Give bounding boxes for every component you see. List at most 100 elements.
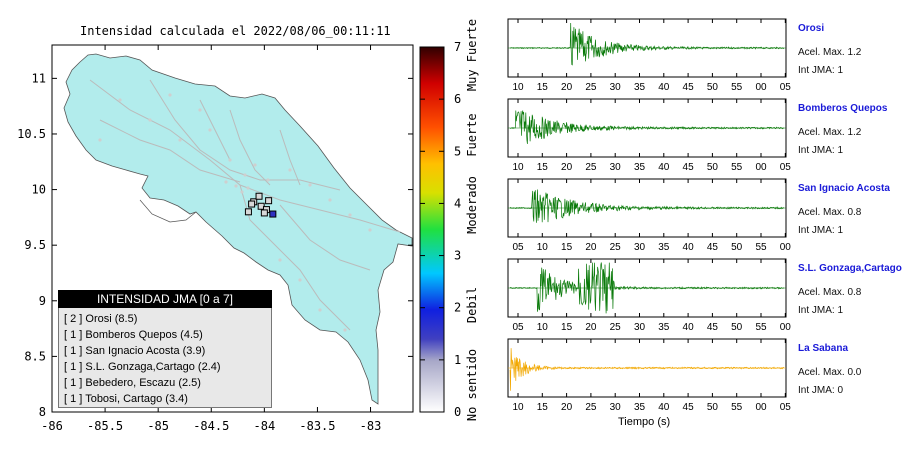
legend-title: INTENSIDAD JMA [0 a 7] [58, 290, 272, 308]
map-y-axis: 8 8.5 9 9.5 10 10.5 11 [17, 71, 413, 419]
waveform-tick-label: 20 [585, 322, 597, 333]
map-y-tick-label: 11 [32, 71, 46, 85]
waveform-tick-label: 05 [780, 162, 792, 173]
legend-item: [ 1 ] Bomberos Quepos (4.5) [64, 329, 203, 341]
colorbar-tick-label: 3 [454, 249, 461, 263]
map-x-tick-label: -86 [41, 419, 63, 433]
legend-item: [ 1 ] S.L. Gonzaga,Cartago (2.4) [64, 361, 221, 373]
map-y-tick-label: 8 [39, 405, 46, 419]
colorbar-tick-label: 2 [454, 301, 461, 315]
int-jma: Int JMA: 1 [798, 145, 844, 156]
waveform-trace [509, 22, 785, 66]
colorbar-label: Moderado [465, 176, 479, 234]
waveform-tick-label: 05 [780, 82, 792, 93]
map-y-tick-label: 9.5 [24, 238, 46, 252]
waveform-tick-label: 40 [658, 402, 670, 413]
waveform-tick-label: 05 [512, 322, 524, 333]
legend-item: [ 1 ] San Ignacio Acosta (3.9) [64, 345, 206, 357]
waveform-tick-label: 00 [755, 402, 767, 413]
station-markers [244, 192, 277, 218]
acel-max: Acel. Max. 1.2 [798, 127, 862, 138]
int-jma: Int JMA: 1 [798, 305, 844, 316]
colorbar-tick-label: 0 [454, 405, 461, 419]
waveform-tick-label: 05 [512, 242, 524, 253]
station-name: Bomberos Quepos [798, 103, 888, 114]
gulf-outline [139, 199, 197, 223]
waveform-tick-label: 20 [561, 82, 573, 93]
waveform-tick-label: 15 [537, 82, 549, 93]
waveform-tick-label: 15 [561, 322, 573, 333]
waveform-tick-label: 15 [537, 402, 549, 413]
colorbar-tick-label: 7 [454, 40, 461, 54]
station-marker [244, 208, 252, 216]
acel-max: Acel. Max. 0.8 [798, 287, 862, 298]
waveform-tick-label: 45 [683, 402, 695, 413]
colorbar-tick-label: 6 [454, 92, 461, 106]
waveform-tick-label: 25 [610, 322, 622, 333]
waveform-tick-label: 25 [610, 242, 622, 253]
map-y-tick-label: 9 [39, 294, 46, 308]
map-x-tick-label: -84.5 [193, 419, 229, 433]
waveform-trace [509, 262, 785, 314]
station-marker [265, 197, 273, 205]
map-title: Intensidad calculada el 2022/08/06_00:11… [80, 24, 391, 38]
colorbar-labels: No sentido Debil Moderado Fuerte Muy Fuerte [465, 19, 479, 421]
waveform-tick-label: 00 [780, 242, 792, 253]
waveform-tick-label: 40 [683, 242, 695, 253]
colorbar-tick-label: 5 [454, 144, 461, 158]
waveform-tick-label: 45 [707, 322, 719, 333]
legend-item: [ 1 ] Tobosi, Cartago (3.4) [64, 393, 188, 405]
waveform-tick-label: 10 [537, 322, 549, 333]
station-name: La Sabana [798, 343, 849, 354]
waveform-tick-label: 40 [658, 162, 670, 173]
waveform-tick-label: 55 [755, 242, 767, 253]
waveform-tick-label: 25 [585, 82, 597, 93]
waveform-tick-label: 15 [561, 242, 573, 253]
colorbar-tick-label: 4 [454, 196, 461, 210]
waveform-tick-label: 35 [634, 162, 646, 173]
waveform-tick-label: 10 [537, 242, 549, 253]
waveform-tick-label: 00 [755, 82, 767, 93]
acel-max: Acel. Max. 0.0 [798, 367, 862, 378]
waveform-tick-label: 45 [683, 162, 695, 173]
waveform-tick-label: 15 [537, 162, 549, 173]
waveform-tick-label: 25 [585, 162, 597, 173]
waveform-tick-label: 10 [512, 162, 524, 173]
legend-item: [ 2 ] Orosi (8.5) [64, 313, 138, 325]
map-y-tick-label: 8.5 [24, 349, 46, 363]
int-jma: Int JMA: 0 [798, 385, 844, 396]
legend-box [58, 290, 272, 408]
road-network [89, 79, 401, 331]
waveform-tick-label: 40 [683, 322, 695, 333]
waveform-tick-label: 35 [634, 82, 646, 93]
waveform-tick-label: 50 [707, 82, 719, 93]
waveform-tick-label: 10 [512, 82, 524, 93]
colorbar-ticks: 0 1 2 3 4 5 6 7 [420, 40, 461, 419]
colorbar-label: Muy Fuerte [465, 19, 479, 91]
map-x-tick-label: -84 [254, 419, 276, 433]
legend-item: [ 1 ] Bebedero, Escazu (2.5) [64, 377, 201, 389]
waveform-tick-label: 50 [707, 162, 719, 173]
waveform-tick-label: 05 [780, 402, 792, 413]
map-x-tick-label: -85 [147, 419, 169, 433]
acel-max: Acel. Max. 0.8 [798, 207, 862, 218]
minor-station-dots [98, 93, 372, 332]
waveform-tick-label: 30 [634, 242, 646, 253]
waveform-tick-label: 55 [755, 322, 767, 333]
station-marker [255, 192, 263, 200]
station-name: S.L. Gonzaga,Cartago [798, 263, 902, 274]
waveform-tick-label: 55 [731, 82, 743, 93]
station-marker [269, 210, 277, 218]
waveform-panels: 10 15 20 25 30 35 40 45 50 55 00 05 10 15 20 25 30 35 40 45… [507, 18, 792, 413]
map-y-tick-label: 10 [32, 183, 46, 197]
map-y-tick-label: 10.5 [17, 127, 46, 141]
waveform-tick-label: 30 [610, 162, 622, 173]
map-x-tick-label: -85.5 [87, 419, 123, 433]
waveform-trace [509, 348, 785, 391]
waveform-trace [509, 110, 785, 144]
waveform-tick-label: 00 [755, 162, 767, 173]
waveform-tick-label: 25 [585, 402, 597, 413]
waveform-tick-label: 45 [707, 242, 719, 253]
waveform-trace [509, 189, 784, 223]
